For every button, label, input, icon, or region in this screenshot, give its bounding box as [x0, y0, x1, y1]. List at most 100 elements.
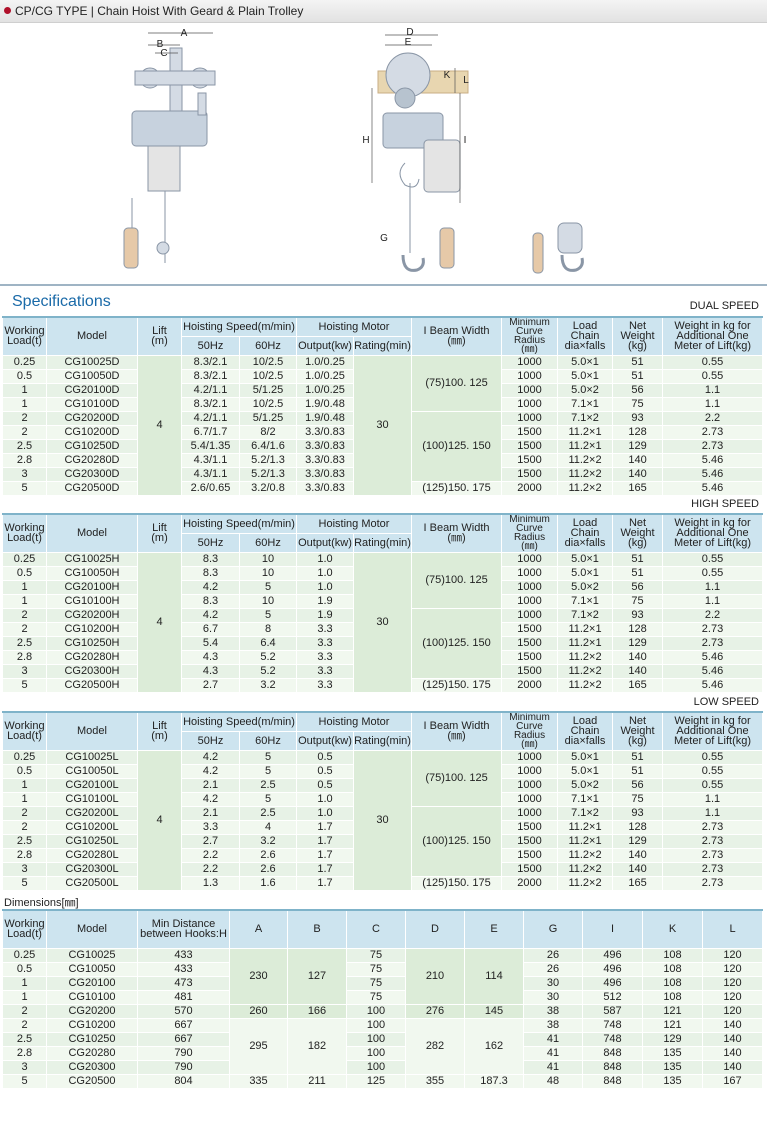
cell: 2.5 [2, 635, 47, 651]
cell: 41 [523, 1045, 583, 1061]
cell: 848 [582, 1073, 643, 1089]
cell: 1500 [501, 649, 559, 665]
cell: 2.73 [662, 819, 764, 835]
header-cell: Working Load(t) [2, 711, 47, 751]
cell: 140 [612, 649, 664, 665]
cell: 276 [405, 1003, 465, 1019]
cell: 2.6 [239, 847, 297, 863]
cell: 145 [464, 1003, 524, 1019]
data-row: 2.8 CG20280L 2.2 2.6 1.7 1500 11.2×2 140 2.73 [2, 847, 764, 863]
cell: 140 [612, 663, 664, 679]
cell: 75 [612, 593, 664, 609]
divider [0, 284, 767, 286]
header-cell: 60Hz [239, 532, 297, 553]
cell: 0.5 [2, 368, 47, 384]
cell: 8.3 [181, 551, 240, 567]
header-row: 50Hz 60Hz Output(kw) Rating(min) [3, 335, 763, 356]
cell: 0.55 [662, 763, 764, 779]
cell: 5.0×1 [557, 763, 614, 779]
cell: 10 [239, 565, 297, 581]
cell: 75 [346, 975, 406, 991]
cell: 5.46 [662, 663, 764, 679]
cell: 7.1×2 [557, 410, 614, 426]
cell: 2 [2, 621, 47, 637]
header-cell: Weight in kg for Additional One Meter of… [662, 711, 764, 751]
cell: 1.7 [296, 833, 354, 849]
cell: 129 [642, 1031, 703, 1047]
dim-label: D [406, 27, 413, 38]
data-row: 2 CG10200D 6.7/1.7 8/2 3.3/0.83 1500 11.2×1 128… [2, 424, 764, 440]
data-row: 0.5 CG10050D 8.3/2.1 10/2.5 1.0/0.25 1000 5.0×… [2, 368, 764, 384]
data-row: 0.25 CG10025H 4 8.3 10 1.0 30 (75)100. 125 1000 5… [2, 551, 764, 693]
header-cell: Min Distance between Hooks:H [137, 909, 230, 949]
cell: 4.2/1.1 [181, 382, 240, 398]
table-body: 0.25 CG10025H 4 8.3 10 1.0 30 (75)100. 125 1000 5… [2, 551, 764, 693]
data-row: 2.5 CG10250L 2.7 3.2 1.7 1500 11.2×1 129 2.73 [2, 833, 764, 849]
cell: 5.4 [181, 635, 240, 651]
cell: 121 [642, 1017, 703, 1033]
cell: 120 [702, 989, 763, 1005]
cell: 75 [612, 791, 664, 807]
cell: CG20500 [46, 1073, 138, 1089]
cell: 120 [702, 947, 763, 963]
header-cell: Working Load(t) [2, 909, 47, 949]
cell: 1.1 [662, 396, 764, 412]
cell: 1 [2, 382, 47, 398]
cell: 5.46 [662, 452, 764, 468]
dim-label: I [464, 135, 467, 146]
cell: 5.0×2 [557, 579, 614, 595]
cell: 127 [287, 947, 347, 1005]
header-cell: K [642, 909, 703, 949]
cell: CG10250H [46, 635, 138, 651]
cell: 1000 [501, 410, 559, 426]
cell: 2.2 [662, 410, 764, 426]
dim-label: G [380, 233, 388, 244]
section-title: Dimensions[㎜] [4, 897, 79, 909]
cell: 2.73 [662, 861, 764, 877]
cell: 1 [2, 579, 47, 595]
cell: 1.7 [296, 819, 354, 835]
cell: 5.2/1.3 [239, 466, 297, 482]
cell: 11.2×2 [557, 663, 614, 679]
data-row: 1 CG10100 481 75 30 512 108 120 [2, 989, 763, 1005]
cell: 51 [612, 763, 664, 779]
cell: 2.2 [662, 607, 764, 623]
header-cell: Hoisting Speed(m/min) [181, 711, 297, 732]
cell: 3.3 [181, 819, 240, 835]
data-row: 3 CG20300D 4.3/1.1 5.2/1.3 3.3/0.83 1500 11.2×… [2, 466, 764, 482]
data-row: 0.25 CG10025 433 230 127 75 210 114 26 496 108 120 [2, 947, 763, 1005]
cell: 4.2 [181, 607, 240, 623]
header-cell: Model [46, 316, 138, 356]
cell: 2.1 [181, 777, 240, 793]
cell: 1.1 [662, 593, 764, 609]
cell: 5/1.25 [239, 410, 297, 426]
cell: CG10250 [46, 1031, 138, 1047]
cell: 5.0×1 [557, 749, 614, 765]
header-cell: B [287, 909, 347, 949]
cell: CG10200H [46, 621, 138, 637]
cell: 75 [612, 396, 664, 412]
cell: 1.9/0.48 [296, 396, 354, 412]
cell: 667 [137, 1031, 230, 1047]
cell: 108 [642, 961, 703, 977]
cell: 790 [137, 1059, 230, 1075]
cell: 11.2×2 [557, 861, 614, 877]
cell: 2.2 [181, 861, 240, 877]
dim-label: B [157, 39, 164, 50]
cell: 4.2 [181, 749, 240, 765]
data-row: 2.8 CG20280 790 100 41 848 135 140 [2, 1045, 763, 1061]
cell: 4.2 [181, 763, 240, 779]
cell: CG20200H [46, 607, 138, 623]
cell: 748 [582, 1031, 643, 1047]
cell: CG20100D [46, 382, 138, 398]
header-row: Working Load(t) Model Lift (m) Hoisting Spe… [2, 513, 764, 553]
cell: 1000 [501, 565, 559, 581]
cell: 2000 [501, 875, 559, 891]
cell: 5.0×1 [557, 368, 614, 384]
data-row: 3 CG20300 790 100 41 848 135 140 [2, 1059, 763, 1075]
cell: 0.5 [2, 565, 47, 581]
cell: 2000 [501, 480, 559, 496]
cell: 2.6 [239, 861, 297, 877]
cell: (125)150. 175 [411, 480, 503, 496]
cell: 211 [287, 1073, 347, 1089]
